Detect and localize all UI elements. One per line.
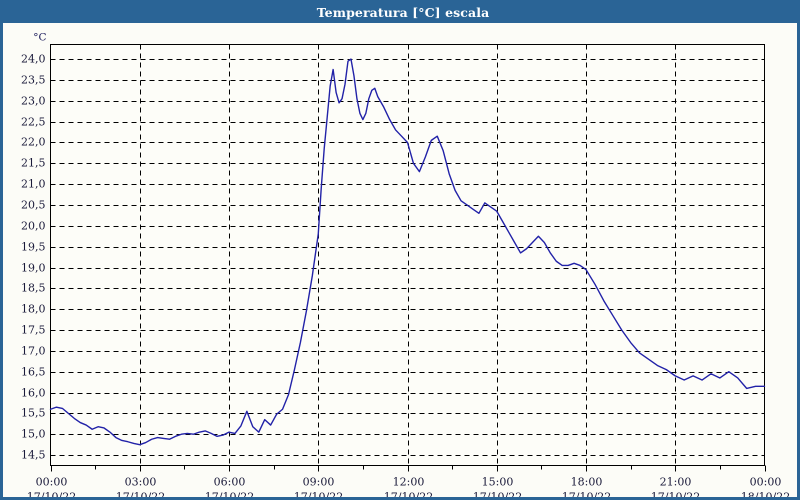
y-axis-tick-label: 24,0 (21, 53, 46, 66)
x-axis-date-label: 17/10/22 (294, 491, 343, 500)
plot-frame (49, 43, 766, 467)
y-axis-tick-label: 19,0 (21, 262, 46, 275)
temperature-line-chart: 24,0 23,5 23,0 22,5 22,0 21,5 21,0 20,5 20,0 19,5… (21, 32, 790, 500)
y-axis-tick-label: 14,5 (21, 449, 46, 462)
window-title: Temperatura [°C] escala (3, 3, 797, 23)
x-axis-date-label: 17/10/22 (562, 491, 611, 500)
y-axis-tick-label: 19,5 (21, 241, 46, 254)
x-axis-date-label: 18/10/22 (741, 491, 790, 500)
y-axis-tick-label: 16,5 (21, 366, 46, 379)
y-axis-tick-label: 15,5 (21, 407, 46, 420)
y-axis-tick-label: 18,5 (21, 282, 46, 295)
y-axis-tick-label: 21,0 (21, 178, 46, 191)
y-axis-tick-label: 23,0 (21, 95, 46, 108)
x-axis-date-label: 17/10/22 (27, 491, 76, 500)
y-axis-tick-label: 22,0 (21, 136, 46, 149)
x-axis-time-label: 18:00 (571, 476, 603, 489)
x-axis-time-label: 03:00 (125, 476, 157, 489)
y-axis-tick-label: 22,5 (21, 116, 46, 129)
chart-canvas: 24,0 23,5 23,0 22,5 22,0 21,5 21,0 20,5 20,0 19,5… (3, 23, 797, 500)
x-axis-date-label: 17/10/22 (384, 491, 433, 500)
x-axis-time-label: 12:00 (393, 476, 425, 489)
y-axis-tick-label: 21,5 (21, 157, 46, 170)
x-axis-tick-labels: 00:00 17/10/22 03:00 17/10/22 06:00 17/10/22 0… (27, 476, 790, 500)
y-axis-tick-label: 18,0 (21, 303, 46, 316)
temperature-series-line (49, 58, 766, 446)
x-axis-date-label: 17/10/22 (205, 491, 254, 500)
x-axis-ticks (51, 465, 766, 472)
y-axis-tick-label: 15,0 (21, 428, 46, 441)
x-axis-date-label: 17/10/22 (116, 491, 165, 500)
x-axis-date-label: 17/10/22 (473, 491, 522, 500)
y-axis-unit-label: °C (33, 32, 46, 44)
y-axis-tick-label: 23,5 (21, 74, 46, 87)
x-axis-time-label: 00:00 (750, 476, 782, 489)
y-axis-tick-label: 17,0 (21, 345, 46, 358)
y-axis-tick-label: 20,0 (21, 220, 46, 233)
y-gridlines (50, 59, 765, 456)
y-axis-tick-label: 16,0 (21, 387, 46, 400)
x-axis-time-label: 09:00 (303, 476, 335, 489)
x-axis-time-label: 00:00 (36, 476, 68, 489)
y-axis-tick-label: 17,5 (21, 324, 46, 337)
x-axis-time-label: 06:00 (214, 476, 246, 489)
x-axis-time-label: 15:00 (482, 476, 514, 489)
y-axis-tick-labels: 24,0 23,5 23,0 22,5 22,0 21,5 21,0 20,5 20,0 19,5… (21, 53, 46, 462)
x-gridlines (140, 44, 676, 466)
y-axis-tick-label: 20,5 (21, 199, 46, 212)
x-axis-date-label: 17/10/22 (651, 491, 700, 500)
x-axis-time-label: 21:00 (660, 476, 692, 489)
